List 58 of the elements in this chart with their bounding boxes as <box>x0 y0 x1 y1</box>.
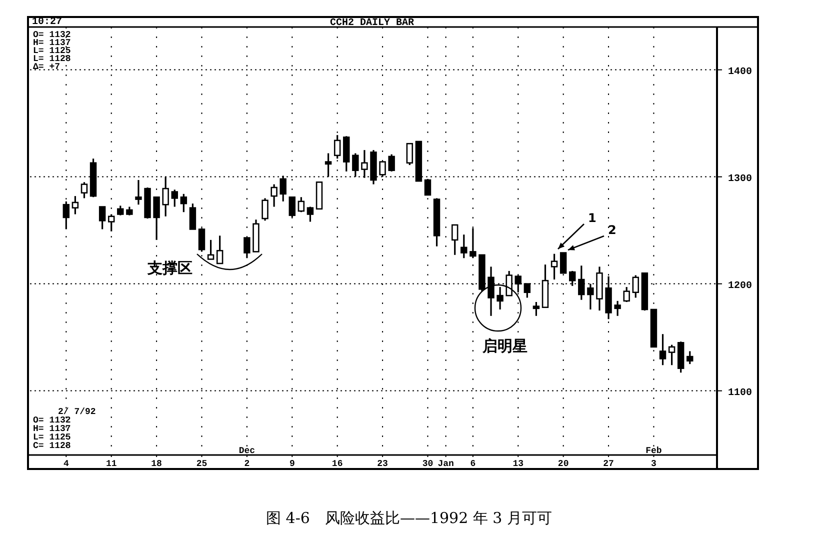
candlestick <box>80 181 88 199</box>
x-tick-label: 13 <box>512 459 524 469</box>
candlestick <box>632 274 640 299</box>
x-tick-label: 6 <box>470 459 476 469</box>
candlestick <box>62 200 70 230</box>
candlestick <box>532 301 540 317</box>
y-tick-label: 1300 <box>728 174 752 185</box>
candlestick <box>578 264 585 301</box>
candlestick <box>668 344 676 366</box>
candlestick <box>98 206 106 230</box>
x-tick-label: 18 <box>151 459 162 469</box>
candlestick <box>659 333 666 366</box>
candlestick <box>496 286 504 310</box>
candlestick <box>180 193 188 213</box>
x-tick-label: 4 <box>63 459 70 469</box>
x-tick-label: 23 <box>377 459 388 469</box>
annotation: 2 <box>608 223 616 237</box>
x-tick-label: 16 <box>332 459 343 469</box>
annotation: O= 1132 H= 1137 L= 1125 L= 1128 Δ= +7 <box>33 30 71 72</box>
candlestick <box>171 188 178 208</box>
x-tick-label: Jan <box>438 459 454 469</box>
candlestick <box>550 253 558 280</box>
candlestick <box>72 195 79 216</box>
candlestick <box>460 234 468 259</box>
candlestick <box>189 202 196 230</box>
x-tick-label: 11 <box>106 459 118 469</box>
annotation: 启明星 <box>482 337 528 355</box>
y-tick-label: 1200 <box>728 280 752 292</box>
x-tick-label: Feb 3 <box>646 446 662 469</box>
x-tick-label: 20 <box>558 459 569 469</box>
y-tick-label: 1100 <box>728 388 752 399</box>
candlestick <box>108 213 115 232</box>
candlestick <box>262 197 268 222</box>
candlestick <box>451 224 458 256</box>
candlestick <box>216 234 224 264</box>
candlestick <box>270 183 278 208</box>
candlestick <box>686 350 694 365</box>
candlestick <box>406 142 414 166</box>
candlestick <box>306 206 314 223</box>
candlestick <box>614 300 621 317</box>
candlestick <box>153 196 160 241</box>
annotation: 1 <box>588 211 596 225</box>
candlestick <box>623 286 630 303</box>
caption: 图 4-6 风险收益比——1992 年 3 月可可 <box>266 509 552 527</box>
x-tick-label: 30 <box>422 459 434 469</box>
annotation: 支撑区 <box>146 259 192 277</box>
x-tick-label: 27 <box>603 459 614 469</box>
candlestick <box>135 179 142 206</box>
x-tick-label: 9 <box>289 459 295 469</box>
candlestick <box>117 204 124 216</box>
x-tick-label: Dec 2 <box>238 446 256 469</box>
chart-title: CCH2 DAILY BAR <box>330 18 414 29</box>
candlestick <box>298 196 305 213</box>
candlestick <box>207 239 214 260</box>
x-tick-label: 25 <box>196 459 208 469</box>
candlestick <box>388 154 395 172</box>
y-tick-label: 1400 <box>728 66 752 78</box>
annotation: 2/ 7/92 O= 1132 H= 1137 L= 1125 C= 1128 <box>33 407 96 451</box>
